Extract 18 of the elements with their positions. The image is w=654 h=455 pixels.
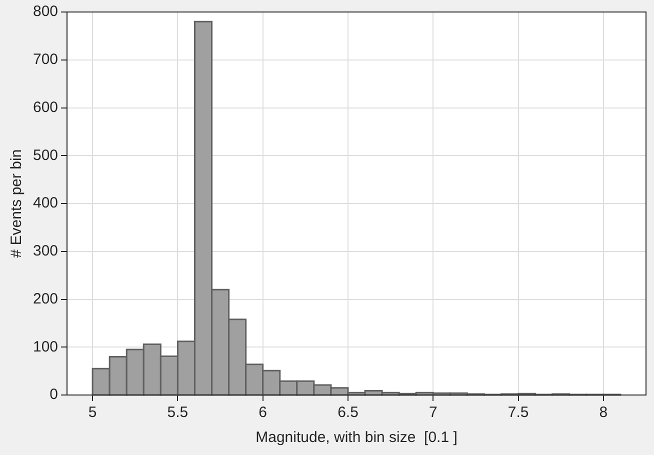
y-axis-title: # Events per bin [8,149,26,258]
y-tick-label: 200 [32,290,58,308]
y-tick-label: 500 [32,146,58,164]
x-tick-label: 6 [258,404,268,422]
x-tick-label: 7.5 [508,404,529,422]
x-tick-label: 5 [88,404,97,422]
x-tick-label: 7 [428,404,438,422]
y-tick-label: 100 [32,338,58,356]
y-tick-label: 700 [32,51,58,68]
x-tick-label: 5.5 [167,404,188,422]
y-tick-label: 300 [32,242,58,260]
x-axis-title: Magnitude, with bin size [0.1 ] [256,429,458,446]
y-tick-label: 600 [32,98,58,116]
x-tick-label: 8 [599,404,608,422]
x-tick-label: 6.5 [338,404,358,422]
y-tick-label: 400 [32,194,58,212]
y-tick-label: 0 [50,386,58,404]
y-tick-label: 800 [32,3,58,20]
